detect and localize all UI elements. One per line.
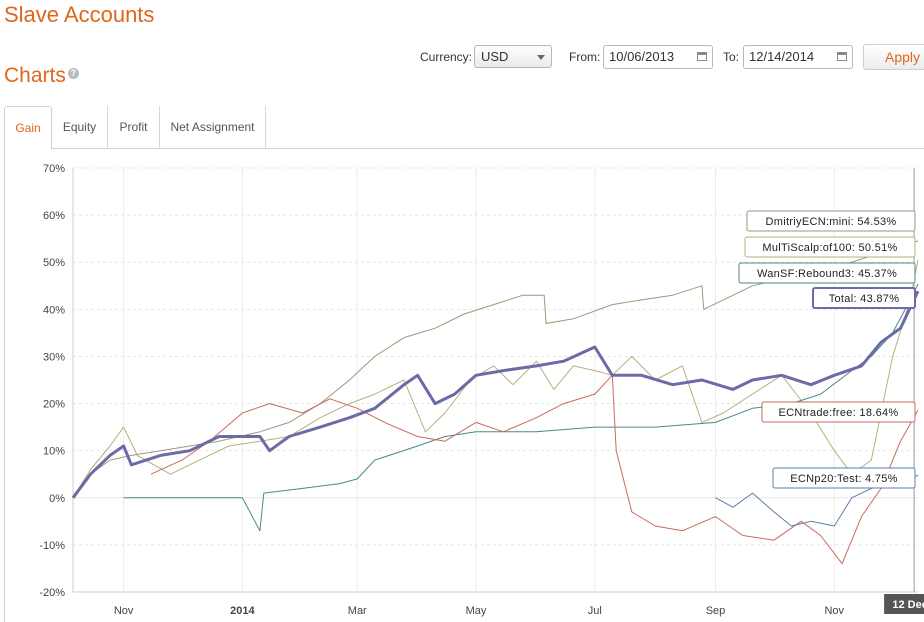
currency-select[interactable]: USD bbox=[474, 45, 552, 68]
y-tick-label: 20% bbox=[43, 399, 65, 411]
series-value-label: ECNp20:Test: 4.75% bbox=[772, 467, 916, 489]
x-tick-label: Sep bbox=[706, 605, 726, 617]
series-label-box bbox=[772, 467, 916, 489]
tab-gain[interactable]: Gain bbox=[4, 106, 52, 149]
x-tick-label: 2014 bbox=[230, 605, 255, 617]
series-label-box bbox=[812, 287, 916, 309]
series-line bbox=[72, 240, 919, 499]
series-value-label: Total: 43.87% bbox=[812, 287, 916, 309]
gain-chart[interactable]: 70% 60% 50% 40% 30% 20% 10% 0% -10% -20% Nov 2014 Ma… bbox=[5, 149, 924, 622]
tab-profit[interactable]: Profit bbox=[108, 106, 160, 148]
series-value-label: DmitriyECN:mini: 54.53% bbox=[746, 210, 916, 232]
series-label-text: ECNtrade:free: 18.64% bbox=[778, 407, 898, 419]
calendar-icon[interactable] bbox=[837, 52, 847, 61]
x-tick-label: Mar bbox=[348, 605, 367, 617]
x-tick-label: Nov bbox=[114, 605, 134, 617]
x-tick-label: Jul bbox=[588, 605, 602, 617]
series-line bbox=[71, 290, 920, 499]
series-label-text: Total: 43.87% bbox=[829, 293, 900, 305]
question-icon[interactable]: ? bbox=[67, 68, 79, 79]
series-value-label: ECNtrade:free: 18.64% bbox=[761, 401, 916, 423]
y-tick-label: 40% bbox=[43, 304, 65, 316]
y-tick-label: -20% bbox=[39, 587, 65, 599]
series-label-box bbox=[738, 262, 916, 284]
series-value-label: MulTiScalp:of100: 50.51% bbox=[744, 236, 916, 258]
from-date-input[interactable]: 10/06/2013 bbox=[603, 45, 713, 69]
y-tick-label: 50% bbox=[43, 257, 65, 269]
series-line bbox=[150, 374, 919, 565]
y-tick-label: -10% bbox=[39, 540, 65, 552]
tab-net-assignment[interactable]: Net Assignment bbox=[160, 106, 266, 148]
to-label: To: bbox=[723, 50, 740, 64]
from-date-value: 10/06/2013 bbox=[609, 49, 675, 64]
charts-heading: Charts? bbox=[4, 64, 79, 88]
series-label-box bbox=[746, 210, 916, 232]
series-label-text: MulTiScalp:of100: 50.51% bbox=[762, 242, 897, 254]
tab-divider bbox=[52, 148, 924, 149]
series-label-box bbox=[744, 236, 916, 258]
series-label-text: WanSF:Rebound3: 45.37% bbox=[757, 268, 897, 280]
to-date-value: 12/14/2014 bbox=[749, 49, 815, 64]
crosshair-date-label: 12 Dec bbox=[892, 599, 924, 611]
currency-label: Currency: bbox=[420, 50, 473, 64]
series-label-text: ECNp20:Test: 4.75% bbox=[790, 473, 898, 485]
series-label-text: DmitriyECN:mini: 54.53% bbox=[766, 216, 897, 228]
tab-equity[interactable]: Equity bbox=[52, 106, 108, 148]
currency-value: USD bbox=[481, 49, 509, 64]
charts-title: Charts bbox=[4, 64, 66, 87]
chevron-down-icon bbox=[537, 55, 545, 60]
series-label-box bbox=[761, 401, 916, 423]
to-date-input[interactable]: 12/14/2014 bbox=[743, 45, 853, 69]
y-tick-label: 70% bbox=[43, 163, 65, 175]
gain-chart-container: 70% 60% 50% 40% 30% 20% 10% 0% -10% -20% Nov 2014 Ma… bbox=[4, 149, 924, 622]
from-label: From: bbox=[569, 50, 601, 64]
page-title: Slave Accounts bbox=[4, 2, 155, 27]
apply-button[interactable]: Apply bbox=[863, 44, 924, 70]
calendar-icon[interactable] bbox=[697, 52, 707, 61]
x-tick-label: May bbox=[466, 605, 487, 617]
y-tick-label: 60% bbox=[43, 210, 65, 222]
x-tick-label: Nov bbox=[824, 605, 844, 617]
y-tick-label: 0% bbox=[49, 493, 65, 505]
crosshair-date-badge bbox=[884, 594, 924, 614]
y-tick-label: 10% bbox=[43, 446, 65, 458]
series-value-label: WanSF:Rebound3: 45.37% bbox=[738, 262, 916, 284]
y-tick-label: 30% bbox=[43, 351, 65, 363]
